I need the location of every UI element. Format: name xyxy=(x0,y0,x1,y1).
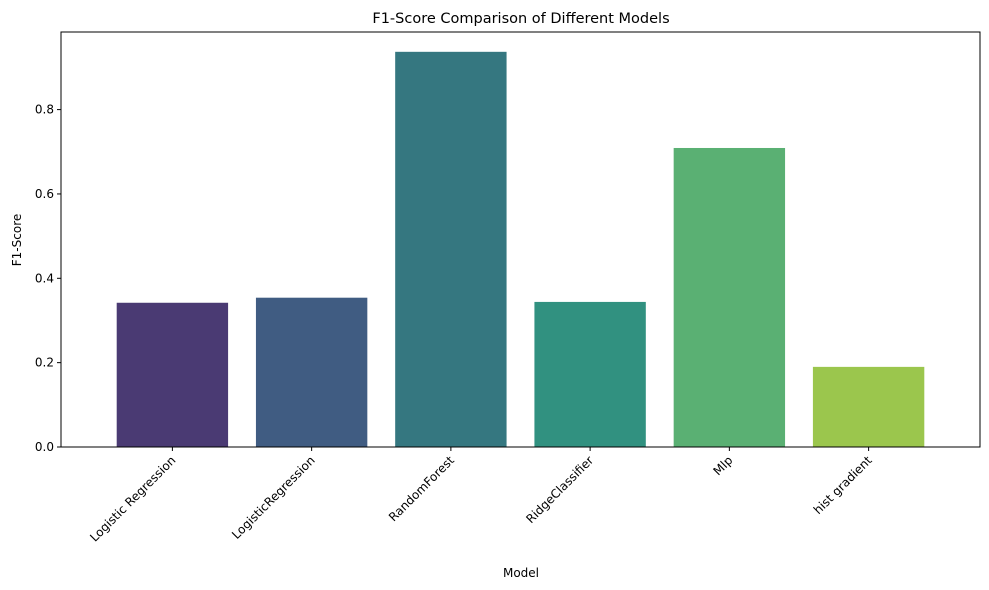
y-tick-label: 0.0 xyxy=(35,440,54,454)
x-axis: Logistic Regression LogisticRegression Ran… xyxy=(87,447,875,545)
x-tick-label: Mlp xyxy=(711,453,736,478)
x-tick-label: LogisticRegression xyxy=(229,453,318,542)
x-tick-label: hist gradient xyxy=(811,453,875,517)
x-tick-label: Logistic Regression xyxy=(87,453,178,544)
bar-logistic-regression xyxy=(116,302,229,447)
x-tick-label: RandomForest xyxy=(386,453,457,524)
y-tick-label: 0.4 xyxy=(35,271,54,285)
bar-ridgeclassifier xyxy=(534,301,646,447)
y-axis: 0.0 0.2 0.4 0.6 0.8 xyxy=(35,103,61,454)
x-tick-label: RidgeClassifier xyxy=(523,453,596,526)
bars-group xyxy=(116,51,925,448)
bar-randomforest xyxy=(395,51,507,447)
bar-logisticregression xyxy=(255,297,368,447)
y-tick-label: 0.6 xyxy=(35,187,54,201)
bar-mlp xyxy=(673,147,786,448)
x-axis-title: Model xyxy=(503,566,539,580)
y-axis-title: F1-Score xyxy=(10,214,24,266)
y-tick-label: 0.8 xyxy=(35,103,54,117)
plot-frame xyxy=(60,31,981,448)
chart-title: F1-Score Comparison of Different Models xyxy=(372,11,669,27)
y-tick-label: 0.2 xyxy=(35,356,54,370)
bar-hist-gradient xyxy=(812,366,925,447)
